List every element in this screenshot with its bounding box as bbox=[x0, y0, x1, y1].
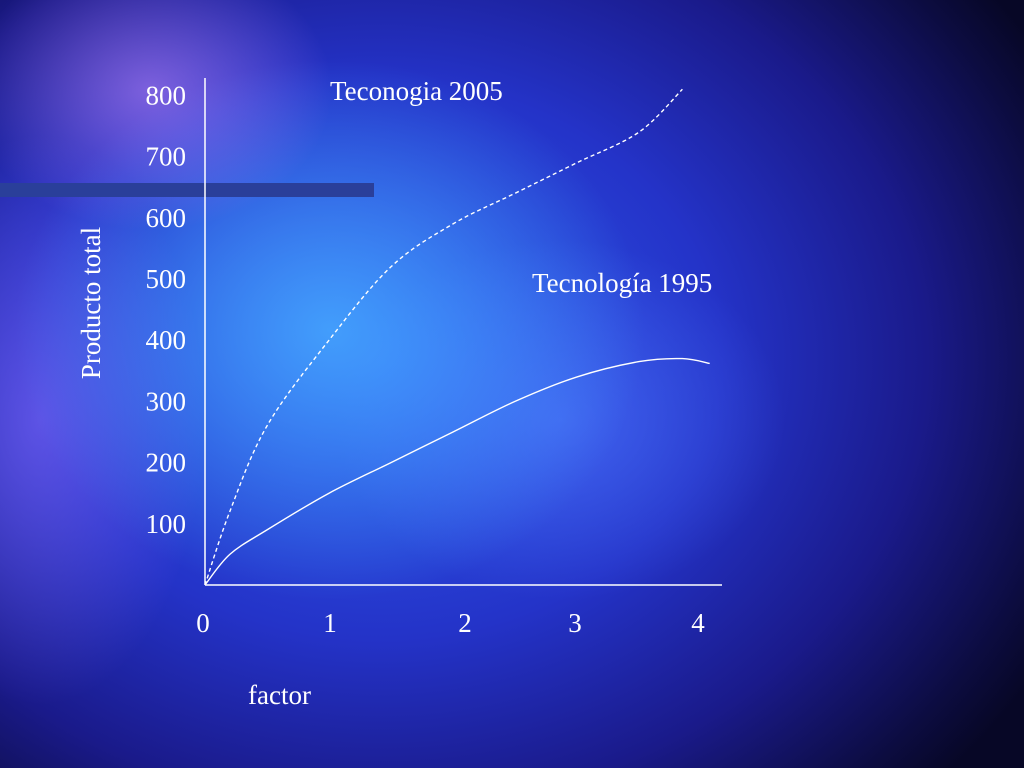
series-line-1 bbox=[204, 88, 683, 586]
x-tick-label: 1 bbox=[323, 608, 337, 638]
y-tick-label: 800 bbox=[146, 80, 187, 110]
series-line-2 bbox=[204, 357, 710, 586]
y-tick-label: 200 bbox=[146, 448, 187, 478]
x-tick-label: 4 bbox=[691, 608, 705, 638]
y-tick-label: 700 bbox=[146, 142, 187, 172]
y-tick-labels: 100 200 300 400 500 600 700 800 bbox=[146, 80, 187, 538]
series-label-1: Teconogia 2005 bbox=[330, 76, 503, 106]
series-labels: Teconogia 2005 Tecnología 1995 bbox=[330, 76, 712, 298]
y-tick-label: 300 bbox=[146, 386, 187, 416]
x-axis-label: factor bbox=[248, 680, 311, 710]
series-lines bbox=[204, 88, 710, 586]
y-axis-label: Producto total bbox=[76, 227, 106, 379]
x-tick-label: 2 bbox=[458, 608, 472, 638]
x-tick-label: 3 bbox=[568, 608, 582, 638]
y-tick-label: 500 bbox=[146, 264, 187, 294]
series-label-2: Tecnología 1995 bbox=[532, 268, 712, 298]
y-tick-label: 400 bbox=[146, 325, 187, 355]
y-tick-label: 600 bbox=[146, 203, 187, 233]
y-tick-label: 100 bbox=[146, 509, 187, 539]
x-tick-label: 0 bbox=[196, 608, 210, 638]
decorative-bar bbox=[0, 183, 374, 197]
x-tick-labels: 0 1 2 3 4 bbox=[196, 608, 705, 638]
